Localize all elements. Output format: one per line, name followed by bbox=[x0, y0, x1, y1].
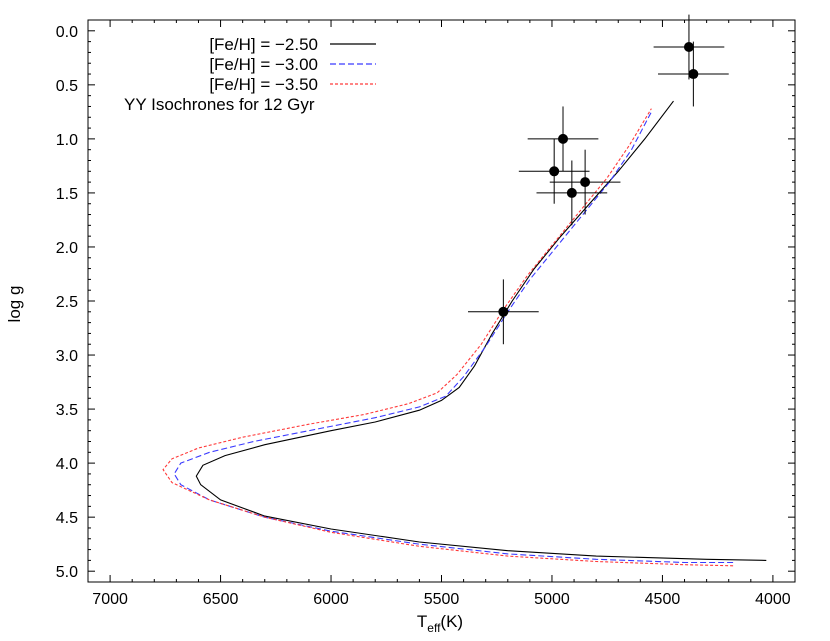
data-points bbox=[468, 14, 729, 345]
data-point bbox=[558, 133, 569, 144]
data-point bbox=[549, 166, 560, 177]
x-axis-label-unit: (K) bbox=[440, 612, 463, 631]
y-tick-label: 0.5 bbox=[56, 78, 78, 95]
x-axis-label: Teff(K) bbox=[417, 612, 463, 635]
chart-annotation: YY Isochrones for 12 Gyr bbox=[124, 95, 315, 114]
data-point bbox=[688, 69, 699, 80]
data-point bbox=[566, 187, 577, 198]
data-point bbox=[683, 42, 694, 53]
isochrone-line-1 bbox=[195, 100, 767, 561]
legend-label-2: [Fe/H] = −3.00 bbox=[209, 55, 318, 74]
isochrone-line-2 bbox=[173, 111, 734, 564]
y-tick-label: 3.5 bbox=[56, 402, 78, 419]
isochrone-curves bbox=[162, 100, 767, 567]
x-axis-label-main: T bbox=[417, 612, 427, 631]
y-tick-label: 4.0 bbox=[56, 456, 78, 473]
y-tick-label: 1.0 bbox=[56, 132, 78, 149]
x-axis-label-subscript: eff bbox=[427, 621, 441, 635]
y-tick-label: 1.5 bbox=[56, 186, 78, 203]
y-tick-label: 2.5 bbox=[56, 294, 78, 311]
isochrone-line-3 bbox=[162, 108, 734, 567]
legend-label-3: [Fe/H] = −3.50 bbox=[209, 75, 318, 94]
x-tick-label: 6000 bbox=[313, 591, 349, 608]
x-axis: 7000 6500 6000 5500 5000 4500 4000 bbox=[92, 20, 791, 608]
y-axis-label: log g bbox=[5, 286, 24, 323]
y-tick-label: 0.0 bbox=[56, 24, 78, 41]
data-point bbox=[580, 177, 591, 188]
x-tick-label: 4000 bbox=[755, 591, 791, 608]
y-axis: 0.0 0.5 1.0 1.5 2.0 2.5 3.0 3.5 4.0 4.5 5.0 bbox=[56, 24, 795, 581]
y-tick-label: 3.0 bbox=[56, 348, 78, 365]
x-tick-label: 6500 bbox=[203, 591, 239, 608]
legend-label-1: [Fe/H] = −2.50 bbox=[209, 35, 318, 54]
data-point bbox=[498, 306, 509, 317]
legend: [Fe/H] = −2.50[Fe/H] = −3.00[Fe/H] = −3.… bbox=[209, 35, 376, 94]
x-tick-label: 7000 bbox=[92, 591, 128, 608]
x-tick-label: 5500 bbox=[424, 591, 460, 608]
y-tick-label: 5.0 bbox=[56, 564, 78, 581]
y-tick-label: 4.5 bbox=[56, 510, 78, 527]
x-tick-label: 5000 bbox=[534, 591, 570, 608]
y-tick-label: 2.0 bbox=[56, 240, 78, 257]
x-tick-label: 4500 bbox=[645, 591, 681, 608]
